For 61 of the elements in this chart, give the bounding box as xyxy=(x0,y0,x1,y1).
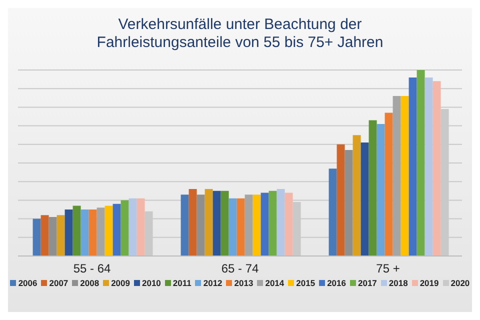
legend-label: 2007 xyxy=(48,278,68,288)
bar xyxy=(244,194,253,256)
bar xyxy=(352,135,361,256)
bar xyxy=(96,208,105,256)
bar xyxy=(204,189,213,256)
x-tick-label: 75 + xyxy=(376,262,400,276)
bar xyxy=(80,210,89,256)
bar xyxy=(236,198,245,256)
bar xyxy=(120,200,129,256)
bar xyxy=(104,206,113,256)
bar xyxy=(344,150,353,256)
bar xyxy=(268,190,277,256)
bar xyxy=(260,192,269,256)
bar xyxy=(284,192,293,256)
bar xyxy=(328,168,337,256)
legend-label: 2012 xyxy=(202,278,222,288)
bar xyxy=(212,190,221,256)
bar xyxy=(40,215,49,256)
bar xyxy=(196,194,205,256)
legend-label: 2016 xyxy=(326,278,346,288)
bar xyxy=(432,81,441,256)
bar xyxy=(376,124,385,256)
bar xyxy=(48,216,57,256)
legend-label: 2020 xyxy=(450,278,470,288)
legend-label: 2017 xyxy=(356,278,377,288)
legend-label: 2015 xyxy=(295,278,316,288)
bar xyxy=(400,96,409,256)
bar xyxy=(56,215,65,256)
bar xyxy=(336,144,345,256)
bar xyxy=(384,112,393,256)
legend-label: 2019 xyxy=(418,278,439,288)
bar xyxy=(360,142,369,256)
legend-label: 2011 xyxy=(172,278,192,288)
bar xyxy=(188,189,197,256)
legend-label: 2013 xyxy=(233,278,254,288)
bar xyxy=(408,77,417,256)
bar xyxy=(72,206,81,256)
x-tick-label: 55 - 64 xyxy=(73,262,112,276)
bar xyxy=(136,198,145,256)
bar xyxy=(112,204,121,256)
x-tick-label: 65 - 74 xyxy=(221,262,260,276)
bar xyxy=(32,218,41,256)
bar xyxy=(276,189,285,256)
bar xyxy=(228,198,237,256)
bar xyxy=(220,190,229,256)
bar xyxy=(252,194,261,256)
bar xyxy=(180,194,189,256)
bar xyxy=(64,210,73,256)
bar xyxy=(416,70,425,256)
legend-label: 2006 xyxy=(17,278,38,288)
legend-label: 2008 xyxy=(79,278,100,288)
bar xyxy=(368,120,377,256)
bar xyxy=(424,77,433,256)
legend-label: 2010 xyxy=(141,278,161,288)
bar xyxy=(88,210,97,256)
bar xyxy=(128,198,137,256)
legend-label: 2009 xyxy=(110,278,130,288)
legend-label: 2018 xyxy=(388,278,408,288)
chart-title: Verkehrsunfälle unter Beachtung der Fahrleistungsanteile von 55 bis 75+ Jahren xyxy=(96,15,384,53)
bar xyxy=(392,96,401,256)
legend-label: 2014 xyxy=(264,278,284,288)
